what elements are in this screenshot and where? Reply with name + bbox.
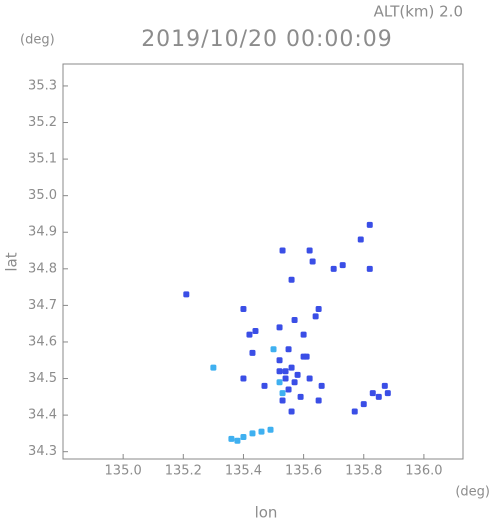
echo <box>366 221 373 228</box>
echo <box>234 437 241 444</box>
echo <box>366 265 373 272</box>
x-tick-label: 136.0 <box>405 464 442 479</box>
x-tick-label: 135.0 <box>105 464 142 479</box>
echo <box>300 331 307 338</box>
echo <box>276 379 283 386</box>
echo <box>339 262 346 269</box>
echo <box>276 324 283 331</box>
echo <box>291 379 298 386</box>
echo <box>375 393 382 400</box>
y-tick-label: 35.3 <box>28 78 57 93</box>
y-unit: (deg) <box>20 33 55 48</box>
echo <box>285 386 292 393</box>
echo <box>249 430 256 437</box>
echo <box>249 349 256 356</box>
echo <box>246 331 253 338</box>
echo <box>315 306 322 313</box>
echo <box>288 276 295 283</box>
y-tick-label: 34.8 <box>28 261 57 276</box>
echo <box>309 258 316 265</box>
y-tick-label: 34.5 <box>28 371 57 386</box>
x-tick-label: 135.4 <box>225 464 262 479</box>
echo <box>279 247 286 254</box>
echo <box>282 375 289 382</box>
x-tick-label: 135.8 <box>345 464 382 479</box>
x-unit: (deg) <box>455 485 490 500</box>
echo <box>381 382 388 389</box>
echo <box>288 364 295 371</box>
echo <box>330 265 337 272</box>
echo <box>267 426 274 433</box>
echo <box>258 428 265 435</box>
echo <box>306 247 313 254</box>
x-tick-label: 135.2 <box>165 464 202 479</box>
echo <box>288 408 295 415</box>
y-tick-label: 34.4 <box>28 408 57 423</box>
echo <box>276 368 283 375</box>
echo <box>276 357 283 364</box>
chart-title: 2019/10/20 00:00:09 <box>141 27 393 52</box>
echo <box>294 371 301 378</box>
echo <box>252 327 259 334</box>
y-tick-label: 35.0 <box>28 188 57 203</box>
echo <box>228 435 235 442</box>
echo <box>360 401 367 408</box>
echo <box>183 291 190 298</box>
y-tick-label: 34.3 <box>28 444 57 459</box>
plot-frame <box>62 63 464 460</box>
y-tick-label: 35.2 <box>28 115 57 130</box>
echo <box>279 390 286 397</box>
y-tick-label: 35.1 <box>28 152 57 167</box>
echo <box>384 390 391 397</box>
echo <box>357 236 364 243</box>
y-tick-label: 34.6 <box>28 334 57 349</box>
echo <box>351 408 358 415</box>
echo <box>315 397 322 404</box>
echo <box>291 317 298 324</box>
echo <box>240 306 247 313</box>
echo <box>210 364 217 371</box>
echo <box>297 393 304 400</box>
echo <box>240 375 247 382</box>
echo <box>270 346 277 353</box>
echo <box>282 368 289 375</box>
altitude: ALT(km) 2.0 <box>374 3 463 21</box>
echo <box>279 397 286 404</box>
echo <box>369 390 376 397</box>
echo <box>240 434 247 441</box>
x-tick-label: 135.6 <box>285 464 322 479</box>
echo <box>285 346 292 353</box>
echo <box>300 353 307 360</box>
y-tick-label: 34.7 <box>28 298 57 313</box>
echo <box>306 375 313 382</box>
x-label: lon <box>255 504 278 521</box>
y-tick-label: 34.9 <box>28 225 57 240</box>
y-label: lat <box>3 252 21 271</box>
echo <box>312 313 319 320</box>
echo <box>318 382 325 389</box>
echo <box>261 382 268 389</box>
